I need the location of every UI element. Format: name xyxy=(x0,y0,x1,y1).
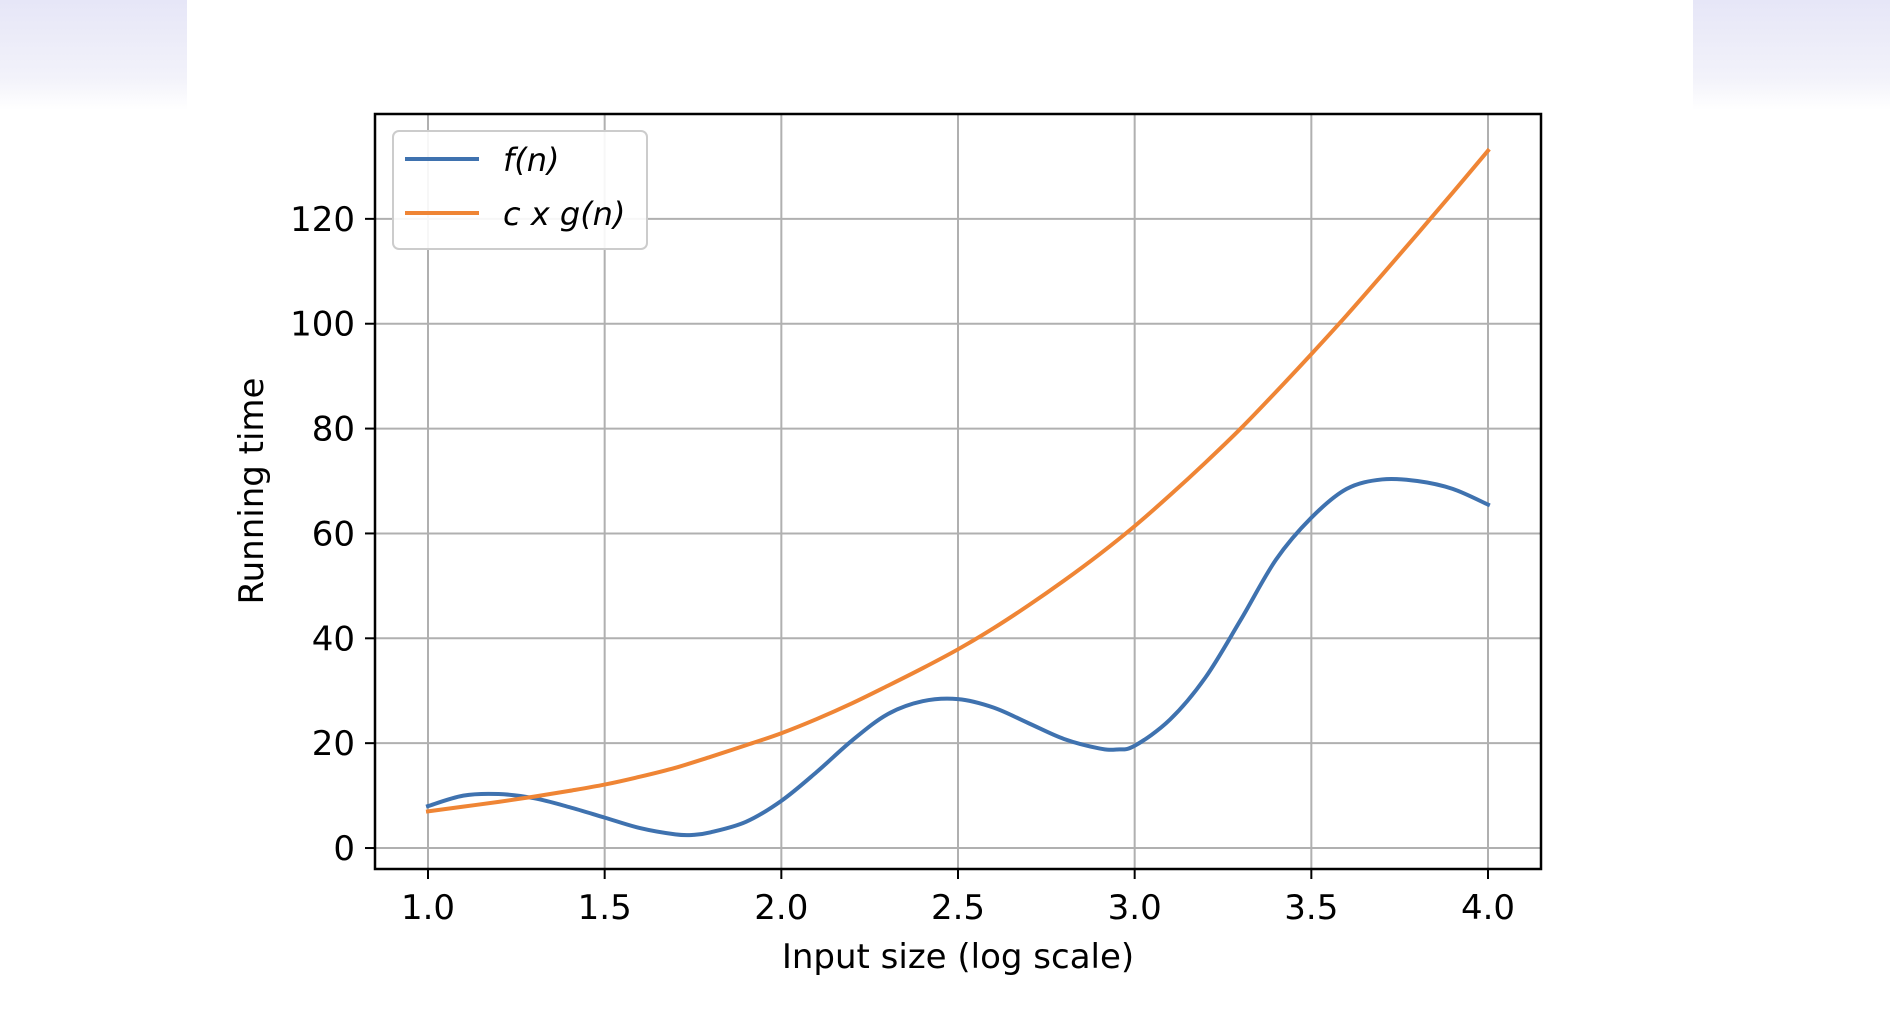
x-tick-label: 4.0 xyxy=(1461,888,1515,928)
series-layer xyxy=(425,147,1491,838)
x-tick-label: 1.0 xyxy=(401,888,455,928)
x-tick-label: 2.5 xyxy=(931,888,985,928)
y-tick-label: 100 xyxy=(290,305,355,345)
x-axis-label: Input size (log scale) xyxy=(782,937,1134,977)
y-tick-label: 40 xyxy=(312,619,355,659)
series-line-cg xyxy=(425,147,1491,814)
y-tick-label: 60 xyxy=(312,514,355,554)
y-axis-label: Running time xyxy=(232,378,272,605)
y-tick-label: 80 xyxy=(312,410,355,450)
x-tick-label: 3.0 xyxy=(1108,888,1162,928)
grid xyxy=(375,114,1541,869)
x-tick-label: 3.5 xyxy=(1284,888,1338,928)
x-tick-label: 2.0 xyxy=(754,888,808,928)
legend-label-f: f(n) xyxy=(503,141,560,179)
series-line-f xyxy=(425,476,1491,838)
y-tick-label: 0 xyxy=(333,829,355,869)
ticks: 1.0 1.5 2.0 2.5 3.0 3.5 4.0 0 20 40 60 80 100 120 xyxy=(290,200,1515,928)
left-header-band xyxy=(0,0,187,110)
right-header-band xyxy=(1693,0,1890,110)
legend-label-cg: c x g(n) xyxy=(503,195,625,233)
legend: f(n) c x g(n) xyxy=(392,130,648,250)
y-tick-label: 120 xyxy=(290,200,355,240)
y-tick-label: 20 xyxy=(312,724,355,764)
x-tick-label: 1.5 xyxy=(578,888,632,928)
